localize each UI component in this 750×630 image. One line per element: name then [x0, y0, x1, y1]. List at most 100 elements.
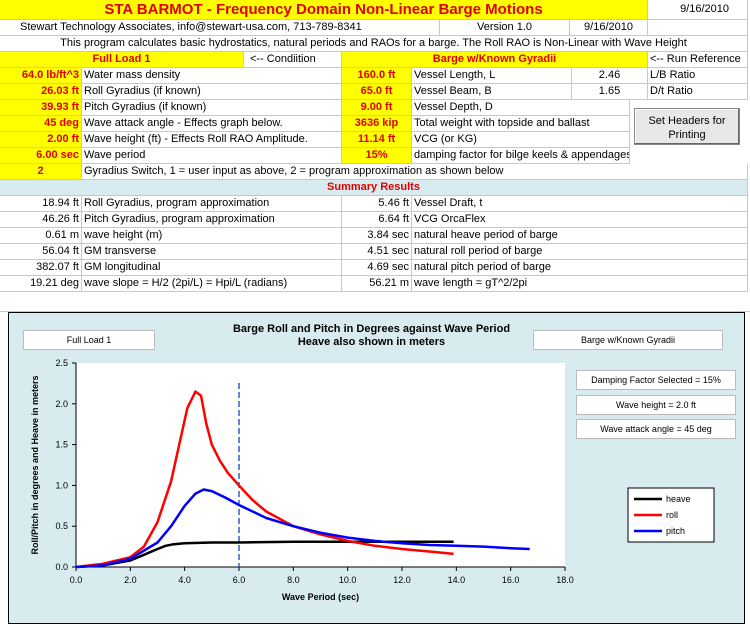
summary-right-label: natural heave period of barge [412, 228, 748, 244]
input-right-label: Vessel Beam, B [412, 84, 572, 100]
chart-title: Barge Roll and Pitch in Degrees against … [232, 323, 511, 335]
input-left-value[interactable]: 2.00 ft [0, 132, 82, 148]
series-pitch-line [75, 488, 530, 569]
note-damping: Damping Factor Selected = 15% [576, 370, 736, 390]
x-tick-label: 4.0 [178, 575, 191, 585]
chart-left-box: Full Load 1 [23, 330, 155, 350]
ratio-value: 1.65 [572, 84, 648, 100]
input-left-value[interactable]: 64.0 lb/ft^3 [0, 68, 82, 84]
version: Version 1.0 [440, 20, 570, 36]
load-label[interactable]: Full Load 1 [0, 52, 244, 68]
input-left-label: Wave height (ft) - Effects Roll RAO Ampl… [82, 132, 342, 148]
ratio-label: D/t Ratio [648, 84, 748, 100]
summary-right-value: 3.84 sec [342, 228, 412, 244]
summary-left-label: Pitch Gyradius, program approximation [82, 212, 342, 228]
date-top: 9/16/2010 [648, 0, 748, 20]
legend-label-heave: heave [666, 494, 691, 504]
spacer [0, 292, 750, 312]
input-left-label: Water mass density [82, 68, 342, 84]
y-tick-label: 1.0 [55, 480, 68, 490]
summary-title: Summary Results [0, 180, 748, 196]
input-right-label: Vessel Length, L [412, 68, 572, 84]
gyradius-switch-label: Gyradius Switch, 1 = user input as above… [82, 164, 748, 180]
note-attack-angle: Wave attack angle = 45 deg [576, 419, 736, 439]
summary-left-label: wave slope = H/2 (2pi/L) = Hpi/L (radian… [82, 276, 342, 292]
x-axis-label: Wave Period (sec) [282, 592, 359, 602]
gyradius-switch-value[interactable]: 2 [0, 164, 82, 180]
description: This program calculates basic hydrostati… [0, 36, 748, 52]
x-tick-label: 10.0 [339, 575, 357, 585]
y-tick-label: 2.5 [55, 358, 68, 368]
summary-left-value: 382.07 ft [0, 260, 82, 276]
version-date: 9/16/2010 [570, 20, 648, 36]
input-right-value[interactable]: 11.14 ft [342, 132, 412, 148]
summary-right-value: 5.46 ft [342, 196, 412, 212]
summary-left-value: 18.94 ft [0, 196, 82, 212]
chart-subtitle: Heave also shown in meters [297, 336, 446, 348]
x-tick-label: 2.0 [124, 575, 137, 585]
ratio-value: 2.46 [572, 68, 648, 84]
input-right-value[interactable]: 15% [342, 148, 412, 164]
input-right-label: damping factor for bilge keels & appenda… [412, 148, 630, 164]
y-axis-label: Roll/Pitch in degrees and Heave in meter… [30, 375, 40, 554]
summary-left-label: Roll Gyradius, program approximation [82, 196, 342, 212]
summary-right-label: natural roll period of barge [412, 244, 748, 260]
input-left-value[interactable]: 26.03 ft [0, 84, 82, 100]
input-right-value[interactable]: 9.00 ft [342, 100, 412, 116]
chart-area: Full Load 1 Barge Roll and Pitch in Degr… [8, 312, 745, 624]
summary-right-value: 56.21 m [342, 276, 412, 292]
summary-left-label: GM longitudinal [82, 260, 342, 276]
legend-label-roll: roll [666, 510, 678, 520]
input-right-label: Total weight with topside and ballast [412, 116, 630, 132]
company-info: Stewart Technology Associates, info@stew… [0, 20, 440, 36]
x-tick-label: 18.0 [556, 575, 574, 585]
x-tick-label: 12.0 [393, 575, 411, 585]
x-tick-label: 8.0 [287, 575, 300, 585]
input-right-value[interactable]: 3636 kip [342, 116, 412, 132]
summary-right-value: 4.69 sec [342, 260, 412, 276]
summary-right-value: 6.64 ft [342, 212, 412, 228]
summary-left-label: wave height (m) [82, 228, 342, 244]
input-left-value[interactable]: 6.00 sec [0, 148, 82, 164]
input-left-label: Wave attack angle - Effects graph below. [82, 116, 342, 132]
input-left-label: Roll Gyradius (if known) [82, 84, 342, 100]
input-right-value[interactable]: 160.0 ft [342, 68, 412, 84]
x-tick-label: 16.0 [502, 575, 520, 585]
series-roll-line [75, 390, 454, 569]
summary-left-value: 56.04 ft [0, 244, 82, 260]
input-left-label: Pitch Gyradius (if known) [82, 100, 342, 116]
set-headers-button[interactable]: Set Headers for Printing [634, 108, 740, 145]
input-right-label: VCG (or KG) [412, 132, 630, 148]
summary-right-label: Vessel Draft, t [412, 196, 748, 212]
input-right-value[interactable]: 65.0 ft [342, 84, 412, 100]
load-note: <-- Condiition [244, 52, 342, 68]
barge-label[interactable]: Barge w/Known Gyradii [342, 52, 648, 68]
x-tick-label: 6.0 [233, 575, 246, 585]
barge-note: <-- Run Reference [648, 52, 748, 68]
summary-right-label: natural pitch period of barge [412, 260, 748, 276]
x-tick-label: 14.0 [448, 575, 466, 585]
summary-left-value: 0.61 m [0, 228, 82, 244]
ratio-label: L/B Ratio [648, 68, 748, 84]
input-left-value[interactable]: 39.93 ft [0, 100, 82, 116]
input-left-value[interactable]: 45 deg [0, 116, 82, 132]
summary-right-value: 4.51 sec [342, 244, 412, 260]
chart-right-box: Barge w/Known Gyradii [533, 330, 723, 350]
y-tick-label: 0.0 [55, 562, 68, 572]
y-tick-label: 2.0 [55, 399, 68, 409]
y-tick-label: 1.5 [55, 440, 68, 450]
y-tick-label: 0.5 [55, 521, 68, 531]
input-left-label: Wave period [82, 148, 342, 164]
note-wave-height: Wave height = 2.0 ft [576, 395, 736, 415]
summary-right-label: wave length = gT^2/2pi [412, 276, 748, 292]
summary-left-value: 19.21 deg [0, 276, 82, 292]
summary-left-value: 46.26 ft [0, 212, 82, 228]
series-heave-line [75, 540, 454, 569]
x-tick-label: 0.0 [70, 575, 83, 585]
summary-right-label: VCG OrcaFlex [412, 212, 748, 228]
input-right-label: Vessel Depth, D [412, 100, 630, 116]
summary-left-label: GM transverse [82, 244, 342, 260]
app-title: STA BARMOT - Frequency Domain Non-Linear… [0, 0, 648, 20]
legend-label-pitch: pitch [666, 526, 685, 536]
blank-cell [648, 20, 748, 36]
